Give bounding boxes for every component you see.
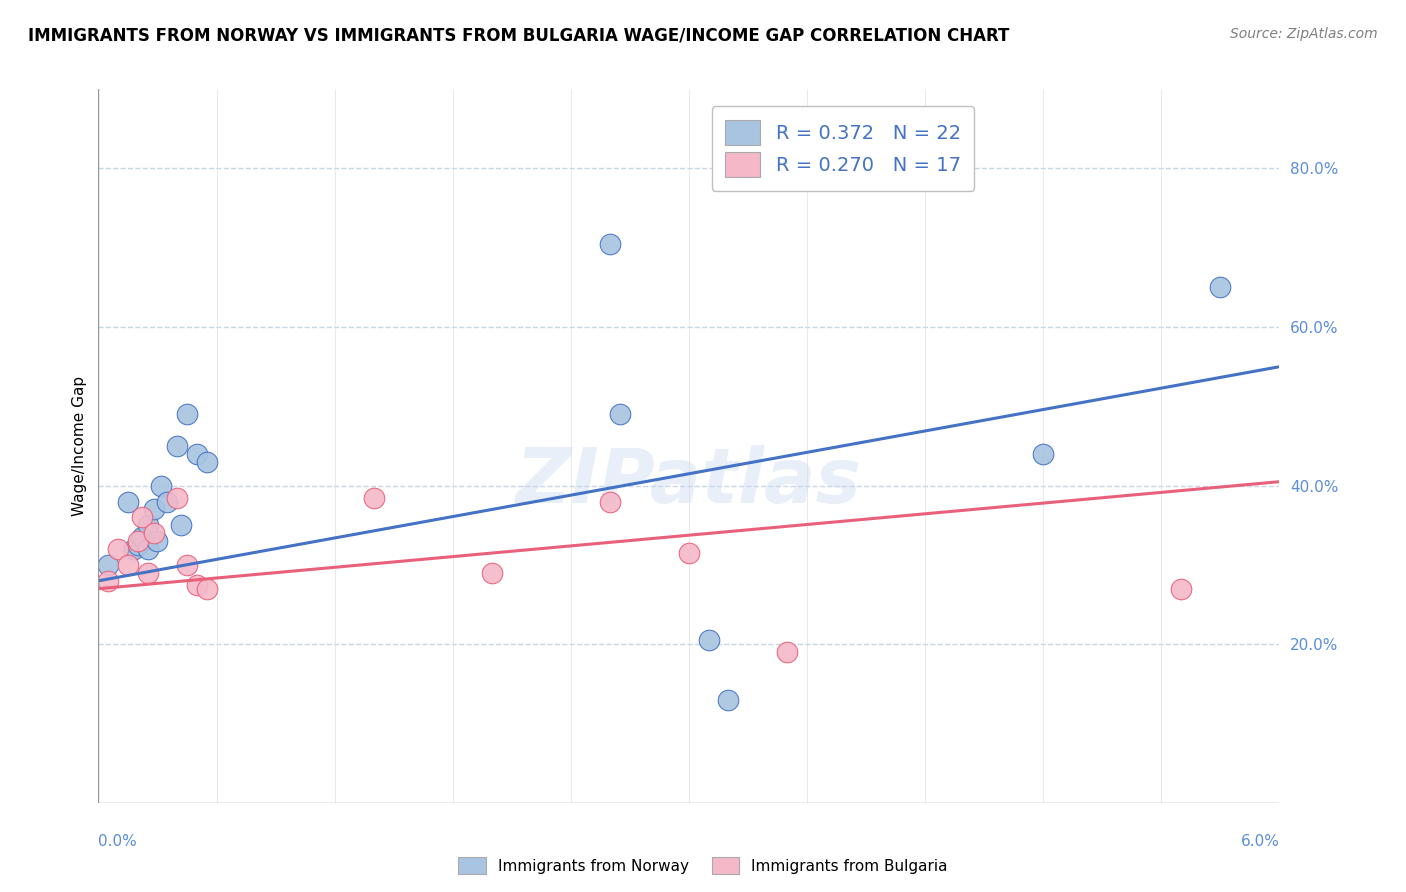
Text: 0.0%: 0.0% xyxy=(98,834,138,849)
Point xyxy=(127,534,149,549)
Point xyxy=(609,407,631,421)
Point xyxy=(195,582,218,596)
Point xyxy=(142,502,165,516)
Point xyxy=(156,494,179,508)
Point xyxy=(599,494,621,508)
Point xyxy=(481,566,503,580)
Legend: Immigrants from Norway, Immigrants from Bulgaria: Immigrants from Norway, Immigrants from … xyxy=(451,851,955,880)
Point xyxy=(136,566,159,580)
Point xyxy=(146,534,169,549)
Point xyxy=(717,692,740,706)
Point xyxy=(1170,582,1192,596)
Text: 6.0%: 6.0% xyxy=(1240,834,1279,849)
Point xyxy=(170,518,193,533)
Text: ZIPatlas: ZIPatlas xyxy=(516,445,862,518)
Text: Source: ZipAtlas.com: Source: ZipAtlas.com xyxy=(1230,27,1378,41)
Point xyxy=(117,494,139,508)
Point xyxy=(97,558,120,572)
Point xyxy=(97,574,120,588)
Point xyxy=(150,478,173,492)
Point xyxy=(166,491,188,505)
Point xyxy=(186,578,208,592)
Point xyxy=(697,633,720,648)
Point xyxy=(776,645,799,659)
Point xyxy=(107,542,129,557)
Point xyxy=(176,407,198,421)
Point xyxy=(1032,447,1054,461)
Point xyxy=(142,526,165,541)
Point xyxy=(127,538,149,552)
Text: IMMIGRANTS FROM NORWAY VS IMMIGRANTS FROM BULGARIA WAGE/INCOME GAP CORRELATION C: IMMIGRANTS FROM NORWAY VS IMMIGRANTS FRO… xyxy=(28,27,1010,45)
Point xyxy=(599,236,621,251)
Y-axis label: Wage/Income Gap: Wage/Income Gap xyxy=(72,376,87,516)
Point xyxy=(678,546,700,560)
Point xyxy=(131,530,153,544)
Point xyxy=(117,558,139,572)
Point xyxy=(186,447,208,461)
Point xyxy=(136,518,159,533)
Point xyxy=(122,542,145,557)
Legend: R = 0.372   N = 22, R = 0.270   N = 17: R = 0.372 N = 22, R = 0.270 N = 17 xyxy=(711,106,974,191)
Point xyxy=(136,542,159,557)
Point xyxy=(131,510,153,524)
Point xyxy=(166,439,188,453)
Point xyxy=(363,491,385,505)
Point xyxy=(195,455,218,469)
Point xyxy=(1209,280,1232,294)
Point xyxy=(176,558,198,572)
